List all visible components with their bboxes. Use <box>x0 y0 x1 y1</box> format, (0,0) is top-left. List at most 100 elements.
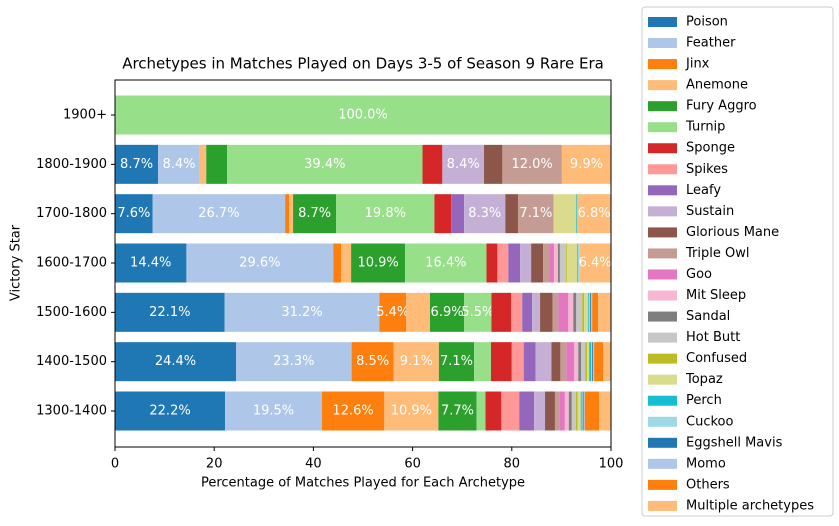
bar-segment <box>551 342 561 382</box>
bar-segment <box>534 391 546 431</box>
bar-segment <box>518 194 554 234</box>
bar-segment <box>115 391 226 431</box>
legend-swatch <box>648 248 677 259</box>
bar-segment <box>599 391 611 431</box>
legend-label: Multiple archetypes <box>686 498 814 513</box>
legend-swatch <box>648 101 677 112</box>
bar-segment <box>393 342 439 382</box>
bar-segment <box>497 243 509 283</box>
bar-segment <box>603 342 611 382</box>
legend-swatch <box>648 269 677 280</box>
bar-segment <box>557 243 560 283</box>
bar-segment <box>578 342 582 382</box>
value-label: 6.4% <box>579 256 612 271</box>
bar-segment <box>576 292 583 332</box>
legend-swatch <box>648 290 677 301</box>
bar-segment <box>592 292 599 332</box>
bar-segment <box>592 342 594 382</box>
legend-label: Sustain <box>686 204 734 219</box>
bar-segment <box>587 342 590 382</box>
bar-segment <box>351 342 394 382</box>
legend-label: Spikes <box>686 162 728 177</box>
bar-segment <box>588 292 590 332</box>
bar-segment <box>561 144 611 184</box>
legend-label: Sandal <box>686 309 730 324</box>
bar-segment <box>486 243 498 283</box>
bar-segment <box>474 342 491 382</box>
value-label: 8.3% <box>468 206 501 221</box>
value-label: 8.4% <box>447 157 480 172</box>
legend-swatch <box>648 227 677 238</box>
value-label: 8.7% <box>120 157 153 172</box>
legend-label: Poison <box>686 15 728 30</box>
bar-segment <box>560 342 567 382</box>
legend-label: Perch <box>686 393 722 408</box>
legend-swatch <box>648 500 677 511</box>
bar-segment <box>549 243 554 283</box>
legend-frame <box>641 6 834 517</box>
value-label: 100.0% <box>338 108 388 123</box>
legend-label: Others <box>686 477 730 492</box>
value-label: 22.1% <box>149 305 190 320</box>
bar-segment <box>508 243 521 283</box>
value-label: 14.4% <box>130 256 171 271</box>
bar-segment <box>438 342 475 382</box>
bar-segment <box>565 243 567 283</box>
legend-label: Cuckoo <box>686 414 733 429</box>
bar-segment <box>594 342 604 382</box>
legend-label: Momo <box>686 456 726 471</box>
legend-label: Glorious Mane <box>686 225 779 240</box>
bar-segment <box>590 292 592 332</box>
x-tick-label: 80 <box>504 457 521 472</box>
bar-segment <box>598 292 611 332</box>
legend-swatch <box>648 122 677 133</box>
value-label: 12.0% <box>511 157 552 172</box>
value-label: 19.5% <box>253 404 294 419</box>
legend-swatch <box>648 17 677 27</box>
bar-segment <box>593 342 595 382</box>
x-tick-label: 100 <box>599 457 624 472</box>
bar-segment <box>535 342 552 382</box>
value-label: 5.5% <box>461 305 494 320</box>
value-label: 8.7% <box>298 206 331 221</box>
bar-segment <box>553 194 577 234</box>
bar-segment <box>236 342 352 382</box>
bar-segment <box>501 391 520 431</box>
bar-segment <box>553 243 558 283</box>
bar-segment <box>559 391 565 431</box>
x-tick-label: 20 <box>206 457 223 472</box>
bar-segment <box>405 243 487 283</box>
value-label: 26.7% <box>198 206 239 221</box>
value-label: 31.2% <box>281 305 322 320</box>
bar-segment <box>351 243 406 283</box>
y-tick-label: 1300-1400 <box>36 404 107 419</box>
bar-segment <box>511 292 523 332</box>
bar-segment <box>293 194 337 234</box>
y-axis-label: Victory Star <box>9 224 24 301</box>
value-label: 24.4% <box>155 354 196 369</box>
bar-segment <box>577 391 581 431</box>
bar-segment <box>484 144 503 184</box>
bar-segment <box>580 391 582 431</box>
bar-segment <box>115 292 225 332</box>
bar-segment <box>505 194 519 234</box>
bar-segment <box>584 292 589 332</box>
bar-segment <box>285 194 290 234</box>
bar-segment <box>543 243 550 283</box>
bar-segment <box>429 292 465 332</box>
value-label: 6.9% <box>431 305 464 320</box>
legend-swatch <box>648 311 677 322</box>
bar-segment <box>490 342 512 382</box>
legend-swatch <box>648 185 677 196</box>
bar-segment <box>519 391 535 431</box>
bar-segment <box>558 292 569 332</box>
bar-segment <box>532 292 541 332</box>
bar-segment <box>591 342 593 382</box>
y-tick-label: 1400-1500 <box>36 354 107 369</box>
bar-segment <box>591 292 593 332</box>
bar-segment <box>589 292 591 332</box>
legend-label: Mit Sleep <box>686 288 746 303</box>
bar-segment <box>225 391 322 431</box>
bar-segment <box>589 342 592 382</box>
bar-segment <box>186 243 334 283</box>
